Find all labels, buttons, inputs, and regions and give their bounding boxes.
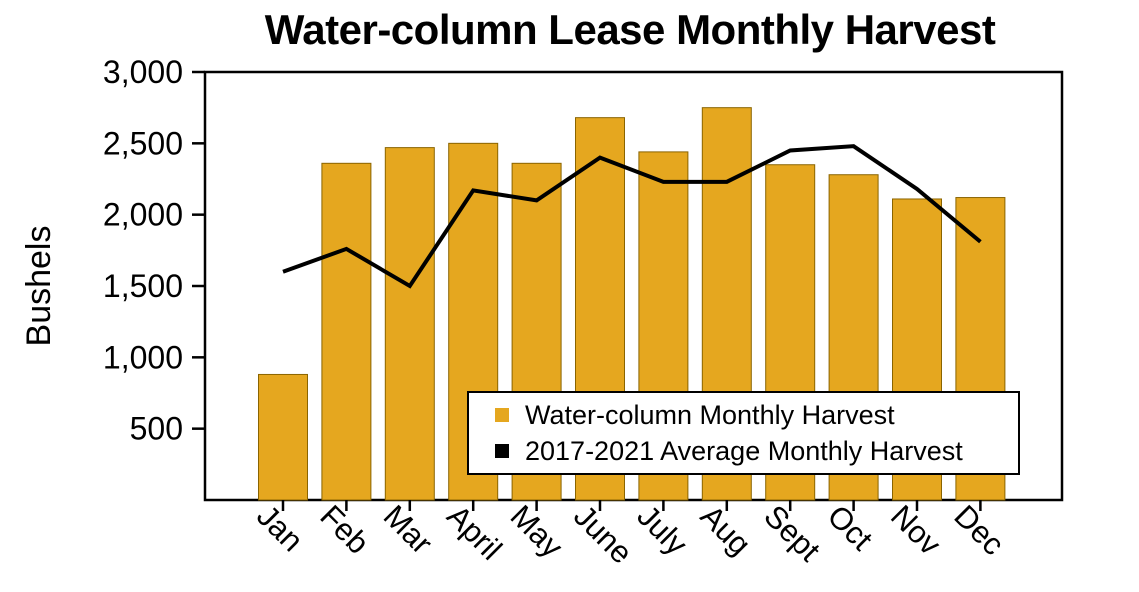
axis-ticks — [192, 70, 982, 511]
legend: Water-column Monthly Harvest 2017-2021 A… — [467, 391, 1020, 475]
bar-feb — [321, 162, 372, 501]
legend-row-bars: Water-column Monthly Harvest — [495, 400, 1018, 431]
line-series-swatch-icon — [495, 444, 509, 458]
bar-series-swatch-icon — [495, 408, 509, 422]
average-line — [282, 144, 982, 289]
x-tick-label-feb: Feb — [313, 498, 376, 561]
x-tick-label-july: July — [630, 498, 694, 562]
y-tick-label: 1,000 — [103, 339, 183, 375]
legend-label-bars: Water-column Monthly Harvest — [525, 399, 895, 430]
x-tick-label-june: June — [567, 498, 639, 570]
x-tick-label-aug: Aug — [694, 498, 758, 562]
y-tick-label: 2,500 — [103, 125, 183, 161]
x-tick-label-april: April — [440, 498, 509, 567]
bar-mar — [384, 147, 435, 501]
y-axis-title: Bushels — [20, 226, 58, 347]
x-tick-label-mar: Mar — [377, 498, 440, 561]
x-tick-label-sept: Sept — [757, 498, 827, 568]
x-tick-label-dec: Dec — [947, 498, 1011, 562]
y-tick-label: 2,000 — [103, 197, 183, 233]
line-series — [282, 144, 982, 289]
bar-jan — [258, 373, 308, 501]
y-tick-label: 3,000 — [103, 54, 183, 90]
x-tick-label-oct: Oct — [821, 498, 880, 557]
legend-row-line: 2017-2021 Average Monthly Harvest — [495, 436, 1018, 467]
legend-label-line: 2017-2021 Average Monthly Harvest — [525, 435, 963, 466]
chart-title: Water-column Lease Monthly Harvest — [264, 6, 996, 53]
x-tick-label-jan: Jan — [250, 498, 310, 558]
x-tick-label-may: May — [504, 498, 571, 565]
y-tick-label: 500 — [130, 411, 183, 447]
x-tick-label-nov: Nov — [884, 498, 948, 562]
y-tick-labels: 500 1,000 1,500 2,000 2,500 3,000 — [103, 54, 183, 447]
y-tick-label: 1,500 — [103, 268, 183, 304]
